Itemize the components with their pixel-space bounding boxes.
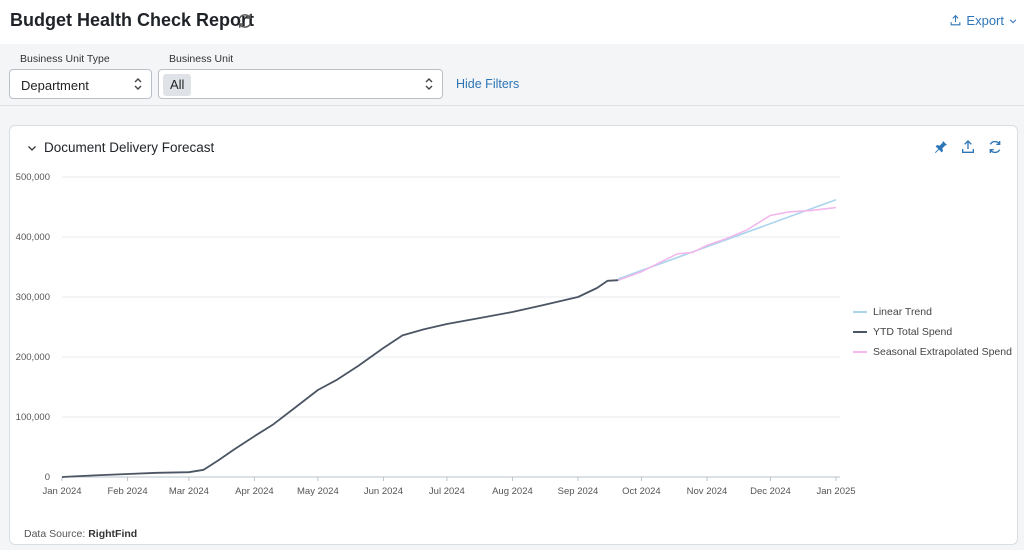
upload-icon bbox=[951, 14, 961, 26]
y-tick-label: 300,000 bbox=[16, 292, 50, 303]
x-tick-label: Dec 2024 bbox=[750, 486, 791, 497]
unit-type-label: Business Unit Type bbox=[20, 53, 110, 65]
x-tick-label: Jan 2025 bbox=[816, 486, 855, 497]
x-tick-label: Nov 2024 bbox=[687, 486, 728, 497]
refresh-icon[interactable] bbox=[987, 139, 1003, 155]
export-button[interactable]: Export bbox=[949, 13, 1018, 28]
x-tick-label: Oct 2024 bbox=[622, 486, 661, 497]
x-tick-label: Mar 2024 bbox=[169, 486, 209, 497]
y-tick-label: 0 bbox=[45, 472, 50, 483]
card-title: Document Delivery Forecast bbox=[44, 140, 215, 155]
x-tick-label: Jan 2024 bbox=[42, 486, 81, 497]
legend-item[interactable]: Seasonal Extrapolated Spend bbox=[853, 346, 1012, 358]
unit-type-select[interactable]: Department bbox=[9, 69, 152, 99]
legend-item[interactable]: YTD Total Spend bbox=[853, 326, 952, 338]
x-tick-label: Apr 2024 bbox=[235, 486, 274, 497]
selected-chip: All bbox=[163, 74, 192, 96]
legend-swatch bbox=[853, 311, 867, 313]
x-tick-label: May 2024 bbox=[297, 486, 339, 497]
legend-label: Seasonal Extrapolated Spend bbox=[873, 346, 1012, 358]
share-icon[interactable] bbox=[960, 139, 976, 155]
y-tick-label: 500,000 bbox=[16, 172, 50, 183]
page-header: Budget Health Check Report Export bbox=[0, 0, 1024, 44]
forecast-card: Document Delivery Forecast 0 100,000 200,0… bbox=[9, 125, 1018, 545]
data-source-name: RightFind bbox=[88, 528, 138, 540]
chevron-down-icon[interactable] bbox=[26, 142, 38, 154]
x-tick-label: Feb 2024 bbox=[107, 486, 147, 497]
y-tick-label: 400,000 bbox=[16, 232, 50, 243]
filter-bar: Business Unit Type Department Business U… bbox=[0, 44, 1024, 106]
data-source: Data Source: RightFind bbox=[24, 528, 137, 540]
legend-label: YTD Total Spend bbox=[873, 326, 953, 338]
legend-swatch bbox=[853, 331, 867, 333]
updown-chevron-icon bbox=[134, 78, 142, 90]
series-line-ytd-total-spend bbox=[61, 279, 619, 478]
page-title: Budget Health Check Report bbox=[10, 10, 255, 30]
forecast-chart: 0 100,000 200,000 300,000 400,000 500,000 Jan … bbox=[16, 172, 856, 497]
x-tick-label: Jul 2024 bbox=[429, 486, 465, 497]
series-line-seasonal-extrapolated-spend bbox=[617, 206, 837, 281]
export-label: Export bbox=[966, 13, 1004, 28]
x-tick-label: Aug 2024 bbox=[492, 486, 533, 497]
data-source-prefix: Data Source: bbox=[24, 528, 89, 540]
chevron-down-icon bbox=[1009, 18, 1017, 23]
legend-swatch bbox=[853, 351, 867, 353]
unit-label: Business Unit bbox=[169, 53, 234, 65]
updown-chevron-icon bbox=[425, 78, 433, 90]
x-tick-label: Jun 2024 bbox=[364, 486, 403, 497]
unit-select[interactable]: All bbox=[158, 69, 443, 99]
legend-label: Linear Trend bbox=[873, 306, 932, 318]
x-tick-label: Sep 2024 bbox=[558, 486, 599, 497]
legend-item[interactable]: Linear Trend bbox=[853, 306, 932, 318]
refresh-icon[interactable] bbox=[236, 12, 254, 30]
unit-type-value: Department bbox=[21, 78, 89, 93]
y-tick-label: 100,000 bbox=[16, 412, 50, 423]
pin-icon[interactable] bbox=[933, 139, 949, 155]
hide-filters-link[interactable]: Hide Filters bbox=[456, 77, 520, 91]
y-tick-label: 200,000 bbox=[16, 352, 50, 363]
